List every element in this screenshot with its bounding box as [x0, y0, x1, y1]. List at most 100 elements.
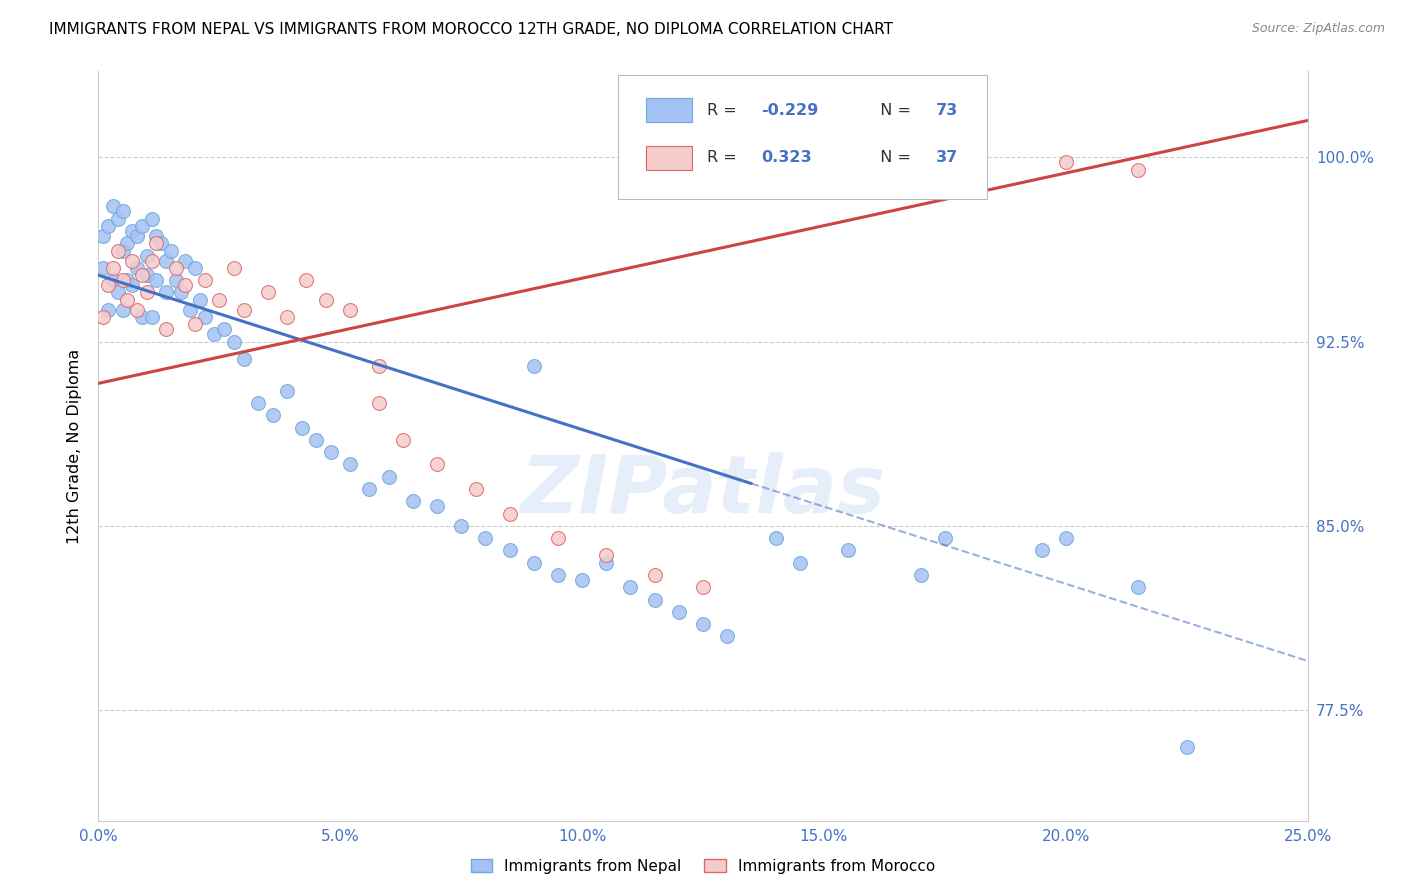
Text: -0.229: -0.229: [761, 103, 818, 118]
Point: [127, 229, 149, 244]
Point: [1054, 531, 1077, 545]
Point: [117, 293, 139, 307]
Text: N =: N =: [870, 150, 915, 165]
FancyBboxPatch shape: [619, 75, 987, 199]
Point: [368, 396, 391, 410]
Point: [1054, 155, 1077, 169]
Point: [595, 549, 617, 563]
Point: [402, 494, 425, 508]
Point: [368, 359, 391, 373]
Text: IMMIGRANTS FROM NEPAL VS IMMIGRANTS FROM MOROCCO 12TH GRADE, NO DIPLOMA CORRELAT: IMMIGRANTS FROM NEPAL VS IMMIGRANTS FROM…: [49, 22, 893, 37]
Point: [91, 229, 114, 244]
Point: [295, 273, 318, 287]
Point: [131, 268, 153, 283]
Point: [319, 445, 342, 459]
Point: [668, 605, 690, 619]
Legend: Immigrants from Nepal, Immigrants from Morocco: Immigrants from Nepal, Immigrants from M…: [464, 853, 942, 880]
Point: [107, 244, 129, 258]
Point: [121, 224, 143, 238]
Point: [165, 260, 187, 275]
Point: [141, 310, 163, 324]
Point: [131, 310, 153, 324]
Point: [232, 351, 254, 366]
Point: [789, 556, 811, 570]
Point: [145, 273, 167, 287]
Point: [474, 531, 496, 545]
Point: [184, 260, 207, 275]
Point: [464, 482, 486, 496]
Point: [155, 322, 177, 336]
Point: [155, 285, 177, 300]
Point: [127, 260, 149, 275]
Point: [111, 302, 134, 317]
Point: [91, 310, 114, 324]
Point: [290, 420, 312, 434]
Point: [204, 327, 226, 342]
Point: [135, 268, 157, 283]
Point: [97, 278, 120, 293]
Text: 0.323: 0.323: [761, 150, 811, 165]
Point: [571, 573, 593, 587]
Point: [1031, 543, 1053, 558]
Point: [644, 592, 666, 607]
Point: [208, 293, 231, 307]
Point: [135, 285, 157, 300]
Point: [359, 482, 381, 496]
Point: [188, 293, 211, 307]
Point: [523, 359, 546, 373]
Point: [212, 322, 235, 336]
FancyBboxPatch shape: [647, 145, 692, 169]
Point: [716, 629, 738, 643]
Text: ZIPatlas: ZIPatlas: [520, 452, 886, 530]
Point: [426, 499, 449, 513]
Point: [131, 219, 153, 234]
Point: [547, 531, 569, 545]
Point: [194, 273, 217, 287]
Point: [692, 580, 714, 594]
Point: [339, 458, 361, 472]
Point: [179, 302, 201, 317]
Point: [523, 556, 546, 570]
Point: [121, 253, 143, 268]
Point: [377, 469, 399, 483]
Point: [107, 285, 129, 300]
Point: [765, 531, 787, 545]
Point: [276, 310, 298, 324]
Point: [174, 278, 197, 293]
Text: N =: N =: [870, 103, 915, 118]
Y-axis label: 12th Grade, No Diploma: 12th Grade, No Diploma: [67, 349, 83, 543]
Point: [222, 260, 245, 275]
Point: [145, 229, 167, 244]
Text: R =: R =: [707, 103, 741, 118]
Point: [276, 384, 298, 398]
Point: [160, 244, 183, 258]
Point: [97, 219, 120, 234]
Text: 73: 73: [936, 103, 959, 118]
Point: [837, 543, 859, 558]
Point: [101, 199, 124, 213]
Point: [644, 568, 666, 582]
Point: [111, 244, 134, 258]
Point: [595, 556, 617, 570]
Point: [426, 458, 449, 472]
Text: Source: ZipAtlas.com: Source: ZipAtlas.com: [1251, 22, 1385, 36]
FancyBboxPatch shape: [647, 98, 692, 122]
Point: [97, 302, 120, 317]
Point: [117, 273, 139, 287]
Point: [256, 285, 278, 300]
Point: [101, 273, 124, 287]
Point: [619, 580, 641, 594]
Point: [91, 260, 114, 275]
Point: [247, 396, 270, 410]
Point: [174, 253, 197, 268]
Point: [145, 236, 167, 251]
Point: [222, 334, 245, 349]
Point: [262, 409, 284, 423]
Point: [101, 260, 124, 275]
Point: [450, 519, 472, 533]
Point: [934, 531, 956, 545]
Point: [169, 285, 191, 300]
Point: [232, 302, 254, 317]
Text: R =: R =: [707, 150, 741, 165]
Point: [141, 211, 163, 226]
